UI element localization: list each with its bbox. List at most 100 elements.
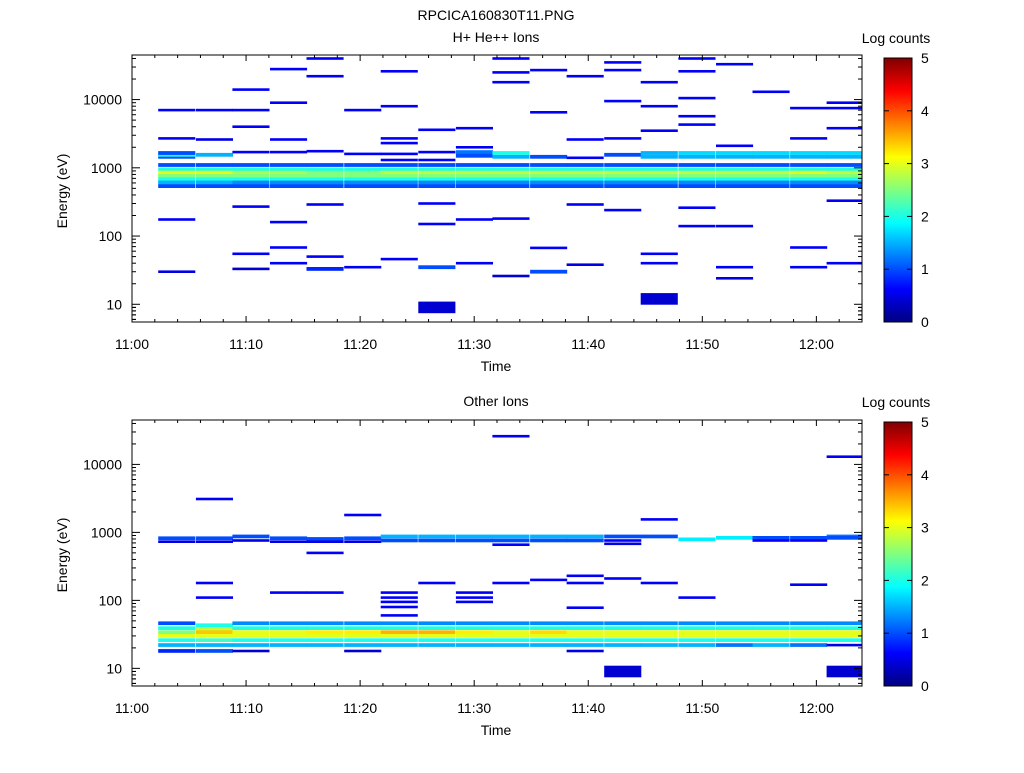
heatmap-cell [640, 80, 678, 84]
heatmap-cell [566, 649, 604, 653]
heatmap-cell [270, 163, 308, 167]
heatmap-cell [566, 163, 604, 167]
heatmap-cell [455, 630, 493, 634]
heatmap-cell [530, 538, 568, 543]
heatmap-cell [306, 167, 344, 172]
heatmap-cell [418, 581, 456, 585]
heatmap-cell [492, 180, 530, 185]
heatmap-cell [604, 534, 642, 539]
heatmap-cell [566, 606, 604, 609]
heatmap-cell [826, 151, 862, 155]
heatmap-cell [306, 184, 344, 188]
heatmap-cell [270, 138, 308, 141]
heatmap-cell [678, 167, 716, 172]
heatmap-cell [455, 170, 493, 175]
heatmap-cell [306, 255, 344, 258]
heatmap-cell [270, 643, 308, 647]
heatmap-cell [790, 626, 828, 630]
heatmap-cell [826, 126, 862, 130]
heatmap-cell [604, 167, 642, 172]
heatmap-cell [566, 643, 604, 647]
heatmap-cell [566, 538, 604, 543]
heatmap-cell [158, 218, 196, 221]
heatmap-cell [492, 434, 530, 438]
heatmap-cell [380, 137, 418, 140]
heatmap-cell [604, 577, 642, 580]
heatmap-cell [455, 167, 493, 172]
heatmap-cell [752, 536, 790, 540]
heatmap-cell [380, 177, 418, 182]
heatmap-cell [418, 174, 456, 178]
heatmap-cell [455, 643, 493, 647]
heatmap-cell [492, 634, 530, 638]
y-tick-label: 10 [106, 296, 122, 312]
colorbar-tick-label: 4 [921, 103, 929, 119]
heatmap-cell [640, 252, 678, 256]
heatmap-cell [158, 643, 196, 647]
heatmap-cell [306, 537, 344, 541]
heatmap-cell [492, 538, 530, 543]
heatmap-cell [306, 267, 344, 271]
heatmap-cell [232, 88, 270, 91]
heatmap-cell [640, 151, 678, 155]
heatmap-cell [344, 167, 382, 172]
heatmap-cell [678, 630, 716, 634]
heatmap-cell [530, 578, 568, 582]
heatmap-cell [790, 265, 828, 269]
heatmap-cell [716, 170, 754, 175]
heatmap-cell [270, 220, 308, 224]
heatmap-cell [530, 269, 568, 274]
heatmap-cell [270, 150, 308, 154]
heatmap-cell [790, 174, 828, 178]
heatmap-cell [530, 621, 568, 626]
heatmap-cell [640, 581, 678, 585]
heatmap-cell [566, 156, 604, 160]
heatmap-cell [566, 621, 604, 626]
heatmap-cell [158, 540, 196, 543]
heatmap-cell [306, 621, 344, 626]
heatmap-cell [418, 177, 456, 182]
heatmap-cell [640, 129, 678, 132]
heatmap-cell [678, 57, 716, 60]
heatmap-cell [716, 154, 754, 159]
heatmap-cell [195, 163, 233, 167]
heatmap-cell [790, 634, 828, 638]
heatmap-cell [344, 621, 382, 626]
bottom-colorbar [883, 421, 913, 687]
heatmap-cell [604, 174, 642, 178]
heatmap-cell [232, 539, 270, 542]
heatmap-cell [270, 167, 308, 172]
heatmap-cell [418, 184, 456, 188]
heatmap-cell [716, 174, 754, 178]
heatmap-cell [492, 626, 530, 630]
heatmap-cell [195, 174, 233, 178]
heatmap-cell [455, 174, 493, 178]
heatmap-cell [232, 125, 270, 128]
heatmap-cell [380, 104, 418, 108]
colorbar-tick-label: 3 [921, 156, 929, 172]
bottom-panel: Other Ions Log counts Time Energy (eV) 1… [54, 393, 930, 738]
heatmap-cell [492, 154, 530, 159]
heatmap-cell [270, 177, 308, 182]
heatmap-cell [306, 177, 344, 182]
heatmap-cell [232, 634, 270, 638]
heatmap-cell [640, 167, 678, 172]
bottom-panel-xlabel: Time [481, 722, 512, 738]
heatmap-cell [158, 137, 196, 140]
heatmap-cell [455, 153, 493, 158]
heatmap-cell [492, 57, 530, 60]
heatmap-cell [716, 177, 754, 182]
heatmap-cell [790, 137, 828, 140]
heatmap-cell [790, 106, 828, 110]
heatmap-cell [380, 600, 418, 604]
heatmap-cell [232, 638, 270, 642]
heatmap-cell [752, 177, 790, 182]
colorbar-tick-label: 1 [921, 625, 929, 641]
heatmap-cell [566, 184, 604, 188]
heatmap-cell [530, 180, 568, 185]
heatmap-cell [195, 630, 233, 634]
heatmap-cell [826, 174, 862, 178]
heatmap-cell [270, 621, 308, 626]
heatmap-cell [232, 267, 270, 271]
heatmap-cell [492, 184, 530, 188]
